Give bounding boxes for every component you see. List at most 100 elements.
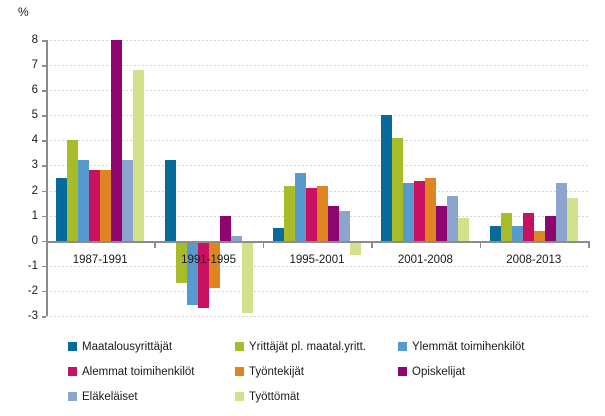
gridline — [46, 265, 588, 267]
bar — [219, 215, 231, 241]
bar — [544, 215, 556, 241]
y-axis-tick-label: 4 — [31, 134, 38, 147]
bar — [111, 40, 123, 241]
gridline — [46, 290, 588, 292]
y-axis-tick — [42, 140, 46, 142]
bar — [78, 160, 90, 241]
legend-swatch — [235, 367, 244, 376]
bar — [339, 210, 350, 241]
bar — [500, 213, 512, 241]
bar — [56, 178, 68, 241]
legend-label: Opiskelijat — [412, 366, 466, 378]
y-axis-tick-label: 2 — [31, 184, 38, 197]
legend-swatch — [68, 392, 77, 401]
x-axis-tick — [154, 242, 156, 248]
y-axis-tick — [42, 65, 46, 67]
x-axis-category-label: 1987-1991 — [72, 253, 128, 266]
y-axis-tick-label: 5 — [31, 109, 38, 122]
y-axis-tick — [42, 265, 46, 268]
y-axis-tick-label: -3 — [27, 310, 38, 322]
bar — [241, 242, 253, 313]
legend-swatch — [68, 342, 77, 351]
legend-swatch — [398, 367, 407, 376]
gridline — [46, 140, 588, 142]
y-axis-tick — [42, 90, 46, 92]
bar — [328, 205, 339, 241]
bar — [414, 180, 426, 241]
y-axis-tick — [42, 190, 46, 193]
bar — [197, 242, 209, 308]
x-axis-tick — [479, 242, 482, 248]
gridline — [46, 65, 588, 67]
bar — [175, 242, 187, 283]
x-axis-tick — [371, 242, 373, 248]
y-axis-tick-label: 3 — [31, 159, 38, 172]
y-axis-tick — [42, 165, 46, 167]
legend-label: Työntekijät — [249, 366, 304, 378]
y-axis-tick — [42, 40, 46, 42]
x-axis-category-label: 2001-2008 — [397, 253, 453, 266]
y-axis-tick-label: 8 — [31, 34, 38, 46]
x-axis-line — [46, 240, 590, 243]
bar — [522, 213, 534, 241]
bar — [425, 178, 437, 241]
y-axis-tick — [42, 316, 46, 318]
y-axis-tick-label: 6 — [31, 84, 38, 97]
bar — [89, 170, 101, 241]
gridline — [46, 316, 588, 317]
bar — [186, 242, 198, 306]
bar — [100, 170, 112, 241]
bar — [403, 183, 415, 241]
bar — [566, 198, 578, 241]
legend-label: Ylemmät toimihenkilöt — [412, 341, 525, 353]
x-axis-category-label: 1995-2001 — [289, 253, 345, 266]
y-axis-tick — [42, 115, 46, 117]
bar — [489, 225, 501, 241]
y-axis-line — [46, 40, 48, 316]
bar — [122, 160, 134, 241]
bar — [273, 228, 284, 241]
bar — [230, 235, 242, 241]
bar — [306, 188, 317, 241]
bar — [67, 140, 79, 241]
gridline — [46, 90, 588, 92]
bar — [295, 172, 306, 241]
x-axis-tick — [262, 242, 265, 248]
bar — [533, 230, 545, 241]
x-axis-tick — [588, 242, 590, 248]
y-axis-unit-label: % — [18, 5, 29, 19]
bar — [458, 218, 470, 241]
bar — [381, 115, 393, 241]
bar — [392, 137, 404, 241]
gridline — [46, 115, 588, 117]
bar — [511, 225, 523, 241]
bar — [284, 185, 295, 241]
legend-swatch — [235, 392, 244, 401]
legend-label: Yrittäjät pl. maatal.yritt. — [249, 341, 366, 353]
gridline — [46, 40, 588, 41]
x-axis-category-label: 1991-1995 — [181, 253, 237, 266]
bar — [164, 160, 176, 241]
bar — [317, 185, 328, 241]
legend-swatch — [235, 342, 244, 351]
y-axis-tick — [42, 290, 46, 293]
gridline — [46, 165, 588, 167]
bar — [350, 242, 361, 256]
legend-swatch — [398, 342, 407, 351]
x-axis-category-label: 2008-2013 — [506, 253, 562, 266]
y-axis-tick-label: -2 — [27, 284, 38, 297]
bar — [436, 205, 448, 241]
legend-label: Alemmat toimihenkilöt — [82, 366, 195, 378]
y-axis-tick-label: 1 — [31, 209, 38, 222]
legend-swatch — [68, 367, 77, 376]
bar — [133, 70, 145, 241]
x-axis-tick — [46, 242, 48, 248]
bar — [447, 195, 459, 241]
legend-label: Eläkeläiset — [82, 391, 138, 403]
bar — [208, 242, 220, 288]
y-axis-tick — [42, 240, 46, 243]
y-axis-tick-label: -1 — [27, 259, 38, 272]
y-axis-tick-label: 7 — [31, 59, 38, 72]
bar — [555, 183, 567, 241]
